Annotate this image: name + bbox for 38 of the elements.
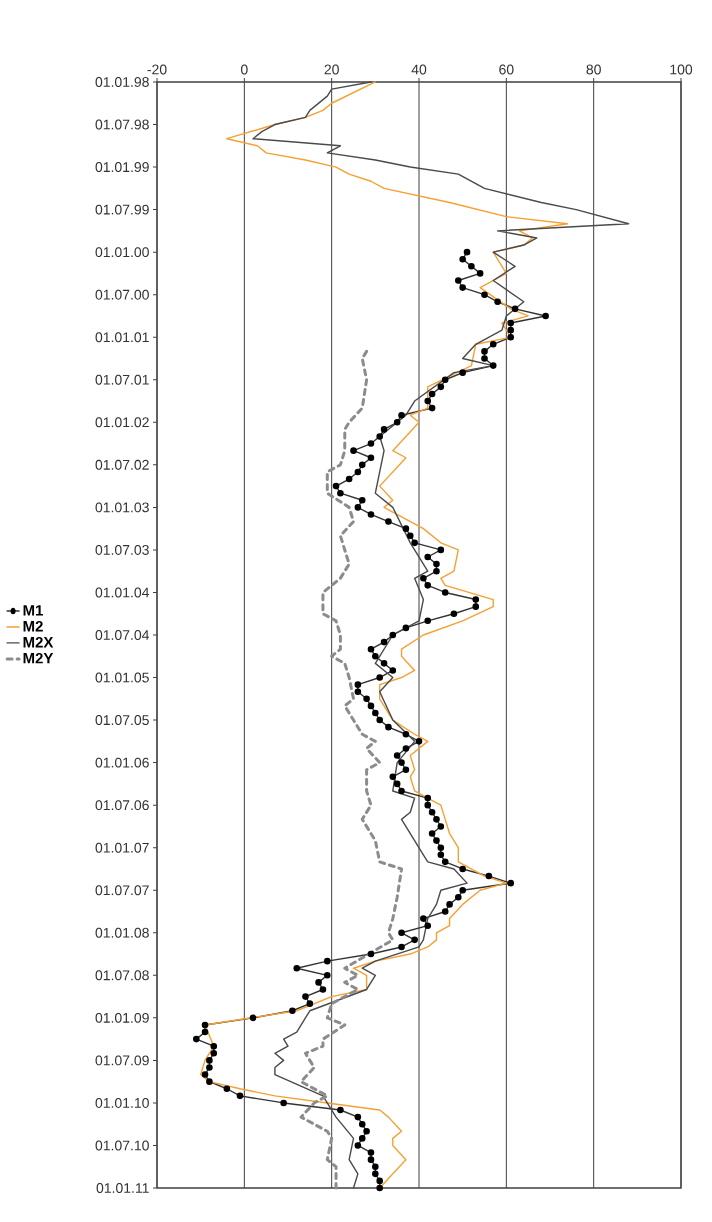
y-tick-label: 01.07.98 — [95, 119, 149, 130]
y-tick-label: 01.01.02 — [95, 417, 149, 428]
y-tick-label: 01.07.05 — [95, 715, 149, 726]
legend-label: M2 — [23, 620, 43, 632]
legend-label: M2X — [23, 636, 54, 648]
y-tick-label: 01.01.99 — [95, 162, 149, 173]
y-tick-label: 01.01.00 — [95, 247, 149, 258]
legend-label: M2Y — [23, 652, 54, 664]
y-tick-label: 01.07.09 — [95, 1055, 149, 1066]
x-tick-label: 20 — [324, 64, 339, 75]
y-tick-label: 01.01.04 — [95, 587, 150, 598]
x-tick-label: 80 — [586, 64, 601, 75]
y-tick-label: 01.01.09 — [95, 1012, 149, 1023]
x-tick-label: -20 — [147, 64, 167, 75]
y-tick-label: 01.07.07 — [95, 885, 149, 896]
y-tick-label: 01.01.03 — [95, 502, 149, 513]
y-tick-label: 01.01.11 — [96, 1183, 149, 1193]
legend-label: M1 — [23, 605, 43, 616]
y-tick-label: 01.01.05 — [95, 672, 149, 683]
y-tick-label: 01.07.04 — [95, 630, 150, 640]
y-tick-label: 01.07.99 — [95, 204, 149, 215]
x-tick-label: 100 — [670, 64, 693, 75]
y-tick-label: 01.01.07 — [95, 842, 149, 853]
y-tick-label: 01.07.03 — [95, 544, 149, 555]
x-tick-label: 0 — [240, 64, 248, 75]
y-tick-label: 01.01.98 — [95, 77, 149, 87]
y-tick-label: 01.07.06 — [95, 800, 149, 811]
y-tick-label: 01.01.10 — [95, 1097, 149, 1108]
y-tick-label: 01.07.00 — [95, 289, 149, 300]
y-tick-label: 01.07.02 — [95, 459, 149, 470]
x-tick-label: 40 — [411, 64, 427, 75]
y-tick-label: 01.01.08 — [95, 927, 149, 938]
x-tick-label: 60 — [499, 64, 514, 75]
y-tick-label: 01.07.10 — [95, 1140, 149, 1151]
y-tick-label: 01.01.06 — [95, 757, 149, 768]
y-tick-label: 01.07.01 — [95, 374, 149, 385]
y-tick-label: 01.01.01 — [95, 332, 149, 343]
y-tick-label: 01.07.08 — [95, 970, 149, 981]
